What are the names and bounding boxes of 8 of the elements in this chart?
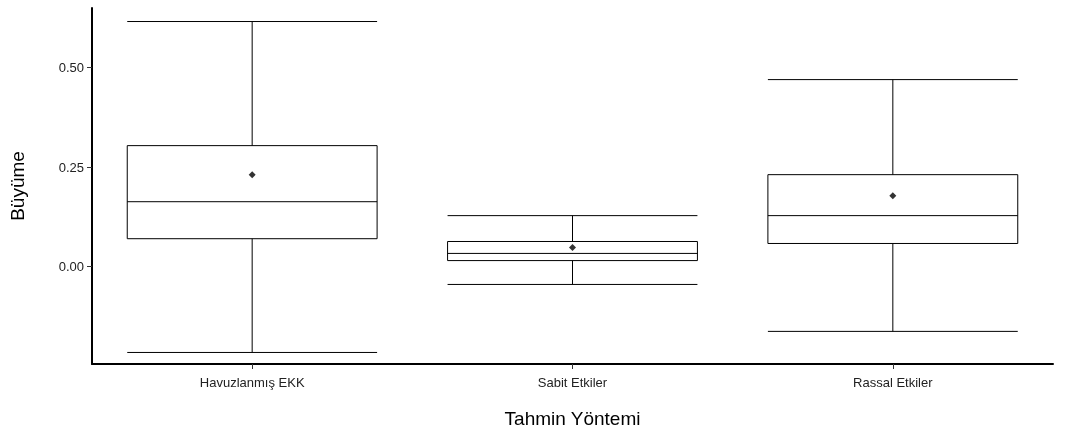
x-tick-label: Havuzlanmış EKK	[199, 375, 305, 390]
y-tick-label: 0.00	[58, 259, 84, 275]
y-tick-label: 0.50	[58, 60, 84, 76]
x-tick-label: Rassal Etkiler	[853, 375, 934, 390]
x-axis-title: Tahmin Yöntemi	[504, 408, 641, 429]
y-tick-label: 0.25	[58, 159, 84, 175]
y-axis-title: Büyüme	[7, 151, 28, 221]
x-tick-label: Sabit Etkiler	[537, 375, 608, 390]
